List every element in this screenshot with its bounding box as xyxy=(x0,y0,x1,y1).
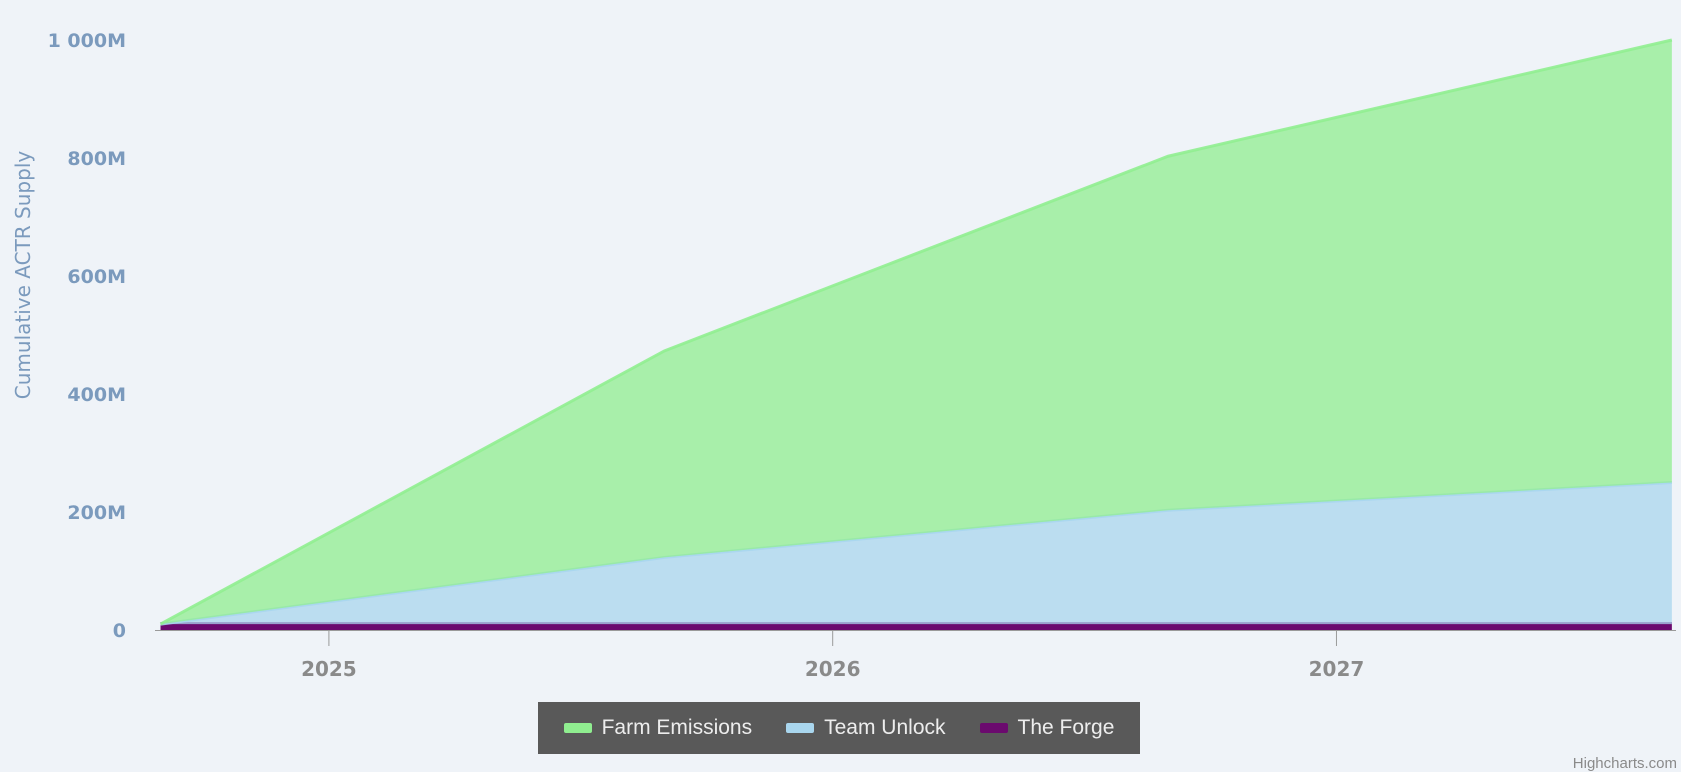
series-area-farm-emissions xyxy=(160,40,1672,625)
y-axis-title: Cumulative ACTR Supply xyxy=(11,151,35,400)
plot-area xyxy=(159,38,1673,630)
legend-item-the-forge[interactable]: The Forge xyxy=(979,716,1115,740)
axes: 0 200M 400M 600M 800M 1 000M 2025 2026 2027 xyxy=(48,30,1676,681)
series-line-farm-emissions xyxy=(159,38,1673,626)
legend: Farm Emissions Team Unlock The Forge xyxy=(538,702,1140,754)
legend-label: Team Unlock xyxy=(824,716,946,739)
legend-label: Farm Emissions xyxy=(601,716,753,739)
x-tick-label: 2026 xyxy=(805,657,861,681)
y-tick-label: 200M xyxy=(67,502,126,524)
legend-item-farm-emissions[interactable]: Farm Emissions xyxy=(563,716,753,740)
x-tick-label: 2027 xyxy=(1309,657,1365,681)
legend-swatch xyxy=(563,723,592,733)
legend-item-team-unlock[interactable]: Team Unlock xyxy=(786,716,946,740)
series-area-the-forge xyxy=(160,622,1672,630)
series-line-team-unlock xyxy=(160,481,1672,626)
legend-swatch xyxy=(979,723,1008,733)
y-tick-label: 800M xyxy=(67,148,126,170)
legend-swatch xyxy=(786,723,815,733)
credit-link[interactable]: Highcharts.com xyxy=(1572,755,1677,772)
x-tick-label: 2025 xyxy=(301,657,357,681)
y-tick-label: 0 xyxy=(113,620,126,642)
y-tick-label: 400M xyxy=(67,384,126,406)
y-tick-label: 1 000M xyxy=(48,30,126,52)
y-tick-label: 600M xyxy=(67,266,126,288)
series-area-team-unlock xyxy=(160,482,1672,625)
legend-label: The Forge xyxy=(1017,716,1115,739)
